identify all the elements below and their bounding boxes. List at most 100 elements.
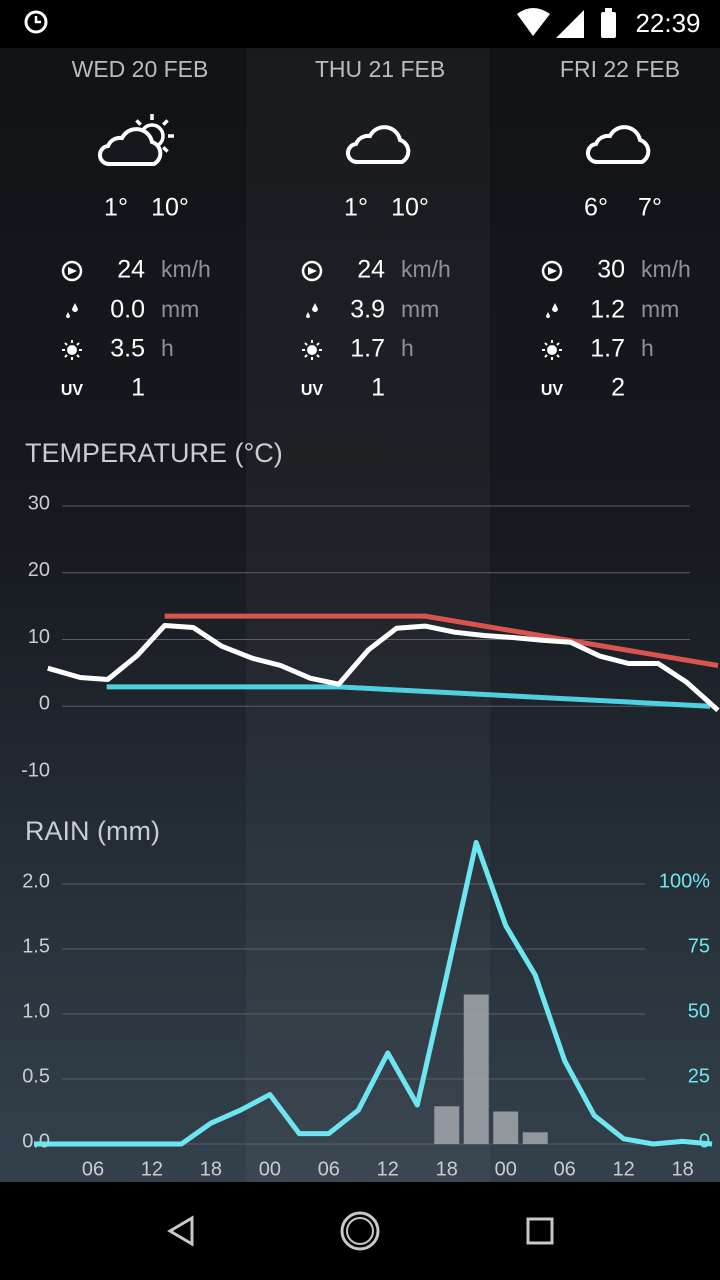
rain-bar: [434, 1106, 460, 1144]
temperature-line: [164, 613, 719, 668]
sun-ray: [162, 146, 169, 153]
wind-arrow: [68, 267, 77, 275]
max-temp: 7°: [638, 194, 662, 222]
status-bar: [0, 0, 720, 48]
x-tick-label: 12: [613, 1158, 635, 1180]
rain-value: 1.2: [590, 296, 625, 324]
uv-value: 1: [371, 374, 385, 402]
wind-unit: km/h: [641, 256, 691, 282]
sun-icon-ray: [76, 342, 80, 346]
y-tick-label: 1.5: [22, 935, 50, 957]
wind-arrow: [308, 267, 317, 275]
x-tick-label: 12: [377, 1158, 399, 1180]
sun-icon-ray: [304, 342, 308, 346]
x-tick-label: 18: [671, 1158, 693, 1180]
chart-title: TEMPERATURE (°C): [25, 438, 283, 468]
wind-icon: [541, 260, 563, 282]
sun-value: 3.5: [110, 335, 145, 363]
x-tick-label: 06: [82, 1158, 104, 1180]
sun-icon: [547, 345, 557, 355]
max-temp: 10°: [391, 194, 429, 222]
wind-value: 24: [357, 256, 385, 284]
sun-unit: h: [401, 335, 414, 361]
y-tick-label: 10: [28, 626, 50, 648]
sun-ray: [162, 119, 169, 126]
day-date: WED 20 FEB: [72, 56, 209, 82]
rain-unit: mm: [401, 296, 439, 322]
rain-bar: [493, 1111, 519, 1144]
back-button[interactable]: [167, 1215, 194, 1247]
wind-arrow: [548, 267, 557, 275]
rain-probability-line: [34, 839, 713, 1147]
cloud: [346, 125, 411, 165]
sun-icon-ray: [544, 354, 548, 358]
rain-icon: [66, 303, 78, 318]
day-date: FRI 22 FEB: [560, 56, 680, 82]
chart-title: RAIN (mm): [25, 816, 160, 846]
y-tick-label: 20: [28, 559, 50, 581]
y-tick-label: 2.0: [22, 870, 50, 892]
rain-bar: [522, 1132, 548, 1144]
sun-ray: [135, 119, 142, 126]
wind-unit: km/h: [161, 256, 211, 282]
x-tick-label: 12: [141, 1158, 163, 1180]
weather-icon: [346, 125, 411, 165]
max-temp: 10°: [151, 194, 189, 222]
weather-icon: [98, 114, 174, 167]
sun-unit: h: [161, 335, 174, 361]
sun-icon: [307, 345, 317, 355]
x-tick-label: 18: [436, 1158, 458, 1180]
recents-button[interactable]: [526, 1217, 554, 1245]
x-tick-label: 18: [200, 1158, 222, 1180]
sun-icon: [67, 345, 77, 355]
status-icons: [24, 8, 616, 38]
sun-icon-ray: [556, 342, 560, 346]
clock: 22:39: [635, 8, 700, 38]
sun-icon-ray: [544, 342, 548, 346]
weather-icon: [586, 125, 651, 165]
min-temp: 6°: [584, 194, 608, 222]
cloud: [98, 127, 163, 167]
wind-icon: [301, 260, 323, 282]
sun-icon-ray: [64, 342, 68, 346]
sun-icon-ray: [76, 354, 80, 358]
uv-label: UV: [61, 382, 84, 399]
rain-value: 0.0: [110, 296, 145, 324]
rain-icon: [306, 303, 318, 318]
y-tick-label: 30: [28, 492, 50, 514]
y-tick-label: 0: [39, 693, 50, 715]
wind-icon: [61, 260, 83, 282]
x-tick-label: 00: [259, 1158, 281, 1180]
uv-label: UV: [301, 382, 324, 399]
rain-icon: [546, 303, 558, 318]
uv-value: 1: [131, 374, 145, 402]
sun-value: 1.7: [350, 335, 385, 363]
y2-tick-label: 100%: [659, 870, 710, 892]
x-tick-label: 06: [318, 1158, 340, 1180]
rain-bar: [463, 994, 489, 1144]
y-tick-label: 1.0: [22, 1000, 50, 1022]
y-tick-label: 0.0: [22, 1130, 50, 1152]
cloud: [586, 125, 651, 165]
sun-icon-ray: [556, 354, 560, 358]
rain-value: 3.9: [350, 296, 385, 324]
rain-unit: mm: [161, 296, 199, 322]
sun-unit: h: [641, 335, 654, 361]
y-tick-label: 0.5: [22, 1065, 50, 1087]
x-tick-label: 06: [554, 1158, 576, 1180]
wind-value: 24: [117, 256, 145, 284]
sun-icon-ray: [316, 342, 320, 346]
temperature-line: [47, 623, 720, 713]
y2-tick-label: 25: [688, 1065, 710, 1087]
wind-unit: km/h: [401, 256, 451, 282]
rain-unit: mm: [641, 296, 679, 322]
x-tick-label: 00: [495, 1158, 517, 1180]
min-temp: 1°: [104, 194, 128, 222]
background: [0, 0, 720, 1182]
home-button[interactable]: [340, 1211, 380, 1251]
uv-label: UV: [541, 382, 564, 399]
sun-icon-ray: [316, 354, 320, 358]
y-tick-label: -10: [21, 759, 50, 781]
home-button-inner: [346, 1217, 374, 1245]
